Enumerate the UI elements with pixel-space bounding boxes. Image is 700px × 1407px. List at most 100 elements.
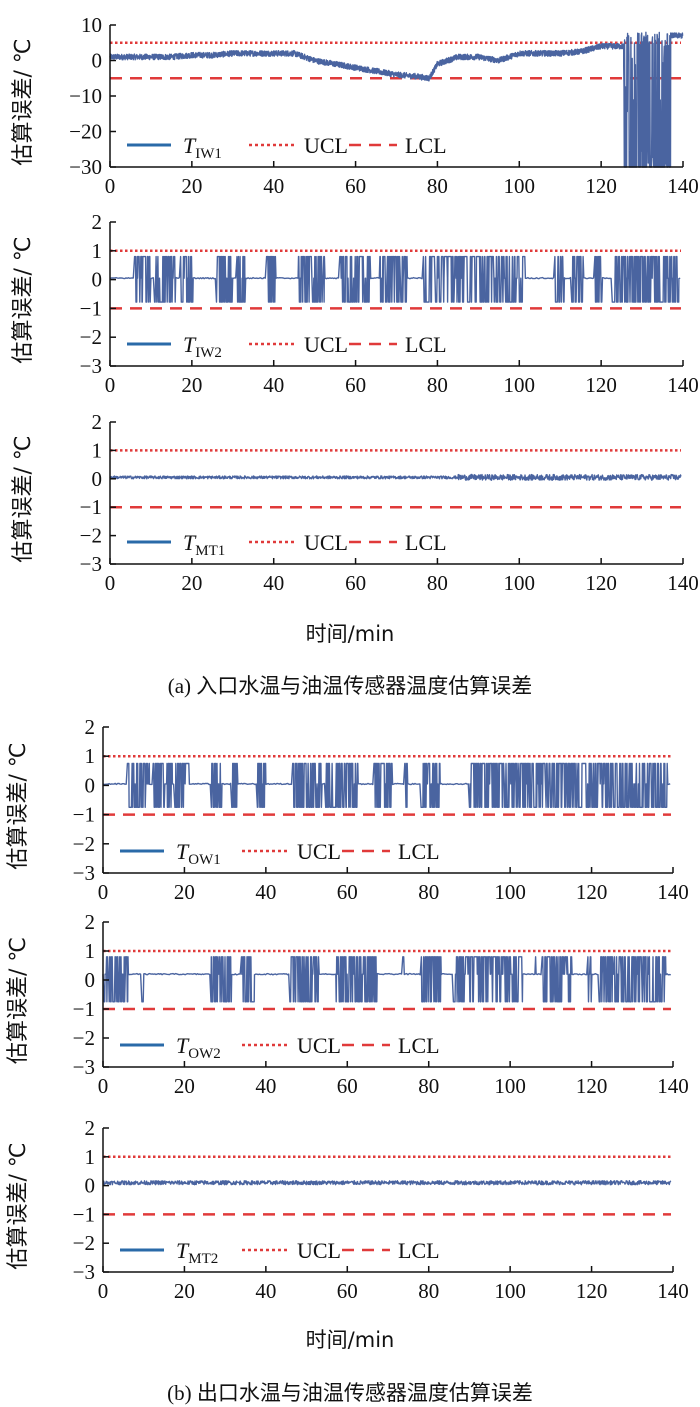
series-line-mt1 — [109, 473, 682, 481]
y-tick-label: 2 — [85, 1116, 96, 1140]
y-axis-label: 估算误差/ ℃ — [6, 937, 31, 1064]
x-tick-label: 60 — [345, 571, 366, 595]
x-tick-label: 0 — [98, 1279, 109, 1303]
y-tick-label: −3 — [80, 552, 102, 576]
y-tick-label: 2 — [85, 715, 96, 739]
x-tick-label: 80 — [427, 373, 448, 397]
x-tick-label: 80 — [418, 1279, 439, 1303]
y-tick-label: 0 — [85, 968, 96, 992]
y-tick-label: −2 — [73, 1231, 95, 1255]
legend-ucl-label: UCL — [297, 1238, 341, 1263]
y-tick-label: −2 — [80, 325, 102, 349]
x-tick-label: 140 — [667, 373, 699, 397]
x-axis-label-a: 时间/min — [305, 622, 395, 646]
y-tick-label: 2 — [92, 210, 103, 234]
y-tick-label: −3 — [73, 1055, 95, 1079]
x-tick-label: 100 — [494, 1074, 526, 1098]
series-line-iw2 — [109, 255, 681, 303]
x-tick-label: 120 — [576, 1074, 608, 1098]
x-tick-label: 140 — [667, 174, 699, 198]
x-tick-label: 0 — [105, 571, 116, 595]
x-tick-label: 100 — [504, 373, 536, 397]
series-line-ow1 — [102, 762, 671, 808]
legend-series-label: TOW2 — [176, 1033, 221, 1062]
y-tick-label: −20 — [69, 120, 102, 144]
y-tick-label: 1 — [92, 239, 103, 263]
y-tick-label: 0 — [92, 49, 103, 73]
x-tick-label: 80 — [427, 571, 448, 595]
series-line-mt2 — [102, 1180, 672, 1186]
x-tick-label: 120 — [576, 880, 608, 904]
legend-lcl-label: LCL — [398, 1033, 440, 1058]
legend-lcl-label: LCL — [405, 530, 447, 555]
legend-ucl-label: UCL — [297, 1033, 341, 1058]
y-tick-label: 1 — [85, 744, 96, 768]
x-tick-label: 120 — [585, 571, 617, 595]
x-tick-label: 40 — [255, 1074, 276, 1098]
y-tick-label: −2 — [73, 1026, 95, 1050]
y-tick-label: −3 — [80, 354, 102, 378]
y-tick-label: 1 — [92, 438, 103, 462]
x-tick-label: 40 — [263, 174, 284, 198]
x-tick-label: 40 — [255, 1279, 276, 1303]
y-tick-label: 0 — [85, 1174, 96, 1198]
x-tick-label: 140 — [657, 1279, 689, 1303]
legend-series-label: TMT2 — [176, 1238, 218, 1267]
y-tick-label: 0 — [92, 467, 103, 491]
x-tick-label: 100 — [494, 880, 526, 904]
y-tick-label: −1 — [80, 495, 102, 519]
y-axis-label: 估算误差/ ℃ — [6, 742, 31, 869]
x-tick-label: 40 — [263, 373, 284, 397]
y-tick-label: −1 — [73, 997, 95, 1021]
x-tick-label: 140 — [657, 1074, 689, 1098]
x-tick-label: 60 — [337, 1074, 358, 1098]
legend-ucl-label: UCL — [304, 332, 348, 357]
y-axis-label: 估算误差/ ℃ — [11, 38, 36, 165]
legend-lcl-label: LCL — [398, 839, 440, 864]
x-tick-label: 100 — [494, 1279, 526, 1303]
x-tick-label: 20 — [181, 373, 202, 397]
legend-series-label: TIW1 — [183, 133, 222, 162]
legend-ucl-label: UCL — [304, 530, 348, 555]
x-tick-label: 140 — [657, 880, 689, 904]
x-tick-label: 120 — [585, 174, 617, 198]
legend-ucl-label: UCL — [304, 133, 348, 158]
x-tick-label: 80 — [418, 880, 439, 904]
x-tick-label: 20 — [174, 1074, 195, 1098]
y-axis-label: 估算误差/ ℃ — [11, 236, 36, 363]
x-tick-label: 20 — [181, 174, 202, 198]
x-tick-label: 60 — [337, 880, 358, 904]
x-tick-label: 20 — [181, 571, 202, 595]
x-tick-label: 100 — [504, 174, 536, 198]
x-tick-label: 0 — [98, 880, 109, 904]
x-tick-label: 60 — [337, 1279, 358, 1303]
y-axis-label: 估算误差/ ℃ — [11, 435, 36, 562]
legend-lcl-label: LCL — [405, 332, 447, 357]
y-tick-label: 0 — [92, 268, 103, 292]
legend-lcl-label: LCL — [398, 1238, 440, 1263]
series-line-ow2 — [102, 956, 671, 1003]
caption-b: (b) 出口水温与油温传感器温度估算误差 — [167, 1381, 533, 1405]
x-tick-label: 80 — [418, 1074, 439, 1098]
legend-series-label: TMT1 — [183, 530, 225, 559]
y-tick-label: 10 — [81, 13, 102, 37]
series-line-iw1 — [109, 31, 684, 168]
y-axis-label: 估算误差/ ℃ — [6, 1142, 31, 1269]
y-tick-label: −2 — [80, 524, 102, 548]
x-tick-label: 60 — [345, 373, 366, 397]
legend-lcl-label: LCL — [405, 133, 447, 158]
legend-series-label: TOW1 — [176, 839, 221, 868]
x-tick-label: 80 — [427, 174, 448, 198]
x-tick-label: 140 — [667, 571, 699, 595]
x-tick-label: 100 — [504, 571, 536, 595]
x-axis-label-b: 时间/min — [305, 1328, 395, 1352]
x-tick-label: 120 — [585, 373, 617, 397]
legend-ucl-label: UCL — [297, 839, 341, 864]
x-tick-label: 0 — [105, 174, 116, 198]
x-tick-label: 40 — [263, 571, 284, 595]
